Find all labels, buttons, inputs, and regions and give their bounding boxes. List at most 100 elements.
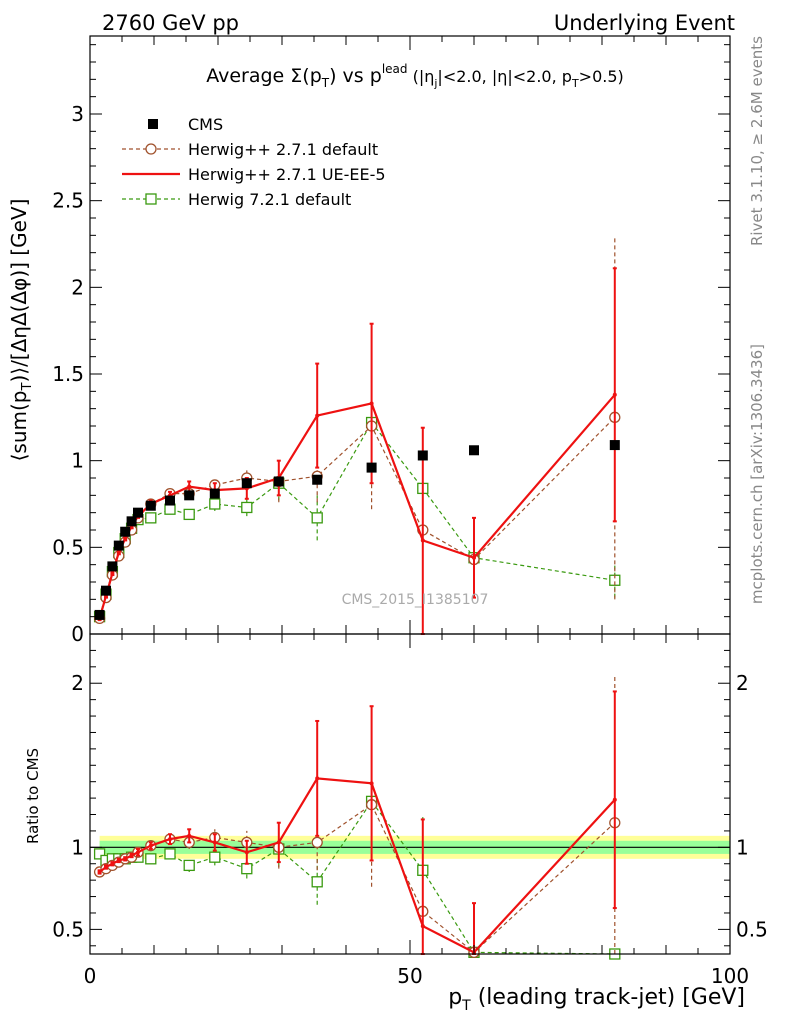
title-sub-j: j [433,77,437,90]
watermark: CMS_2015_I1385107 [342,592,489,608]
ratio-series-layer [93,675,621,960]
ratio-frame [89,633,731,955]
cms-point [94,609,105,620]
main-herwig-2-7-1-ue-ee-5-line [98,394,616,619]
ratio-herwig-2-7-1-ue-ee-5-point [129,853,134,858]
cms-point [120,526,131,537]
main-title: Average Σ(pT) vs plead (|ηj|<2.0, |η|<2.… [206,62,624,90]
main-frame [89,35,731,635]
cms-point [145,500,156,511]
ratio-ytick-label: 2 [71,671,84,695]
main-ytick-label: 2.5 [52,189,84,213]
mcplots-label: mcplots.cern.ch [arXiv:1306.3436] [748,344,766,604]
title-sup-lead: lead [382,62,408,76]
ratio-ytick-label: 1 [71,835,84,859]
main-herwig-7-2-1-default-point [145,512,157,524]
main-herwig-2-7-1-ue-ee-5-point [315,413,320,418]
xtick-label: 0 [84,964,97,988]
cms-point [165,495,175,506]
cms-point [107,561,118,572]
ratio-herwig-2-7-1-ue-ee-5-point [612,797,617,802]
cms-point [312,474,323,485]
legend-label: Herwig++ 2.7.1 default [188,140,378,159]
ratio-herwig-7-2-1-default-line [99,800,615,955]
cms-point [184,490,195,501]
ratio-herwig-2-7-1-ue-ee-5-point [187,833,192,838]
ratio-herwig-2-7-1-ue-ee-5-point [276,840,281,845]
ratio-herwig-2-7-1-default-line [99,803,616,954]
rivet-label: Rivet 3.1.10, ≥ 2.6M events [748,36,766,246]
legend-marker-circle [145,143,157,155]
cms-point [126,516,137,527]
main-herwig-2-7-1-ue-ee-5-point [123,536,128,541]
legend-marker-square [145,193,157,205]
ratio-herwig-2-7-1-default-point [311,836,323,849]
title-sub-t2: T [571,77,579,90]
title-rest2: |<2.0, |η|<2.0, p [437,67,572,86]
ratio-herwig-7-2-1-default-point [93,848,106,860]
xlabel-sub: T [461,998,471,1014]
xtick-label: 50 [397,964,422,988]
ratio-herwig-7-2-1-default-point [183,859,195,872]
ratio-herwig-2-7-1-ue-ee-5-point [420,924,425,929]
main-ytick-label: 0 [71,622,84,646]
ratio-herwig-7-2-1-default-point [145,853,157,865]
main-ylabel: ⟨sum(pT)⟩/[ΔηΔ(Δφ)] [GeV] [7,199,35,462]
main-series-layer [93,235,621,635]
main-herwig-2-7-1-ue-ee-5-point [420,538,425,543]
ylabel-a: ⟨sum(p [7,390,31,461]
main-herwig-2-7-1-ue-ee-5-point [187,484,192,489]
main-herwig-2-7-1-default-line [99,416,616,619]
legend-label: CMS [188,115,223,134]
cms-point [417,450,428,461]
xtick-label: 100 [711,964,749,988]
ratio-herwig-2-7-1-ue-ee-5-point [116,858,121,863]
ratio-herwig-7-2-1-default-point [241,863,253,875]
ratio-herwig-2-7-1-ue-ee-5-point [148,843,153,848]
ratio-herwig-2-7-1-ue-ee-5-line [98,777,616,954]
main-ytick-label: 0.5 [52,535,84,559]
ratio-herwig-2-7-1-ue-ee-5-point [97,869,102,874]
ratio-herwig-7-2-1-default-point [164,848,176,860]
main-herwig-7-2-1-default-point [164,503,176,515]
main-ytick-label: 1.5 [52,362,84,386]
main-ytick-label: 1 [71,449,84,473]
ratio-ytick-label-right: 2 [736,671,749,695]
xlabel: pT (leading track-jet) [GeV] [448,985,745,1014]
xlabel-a: p [448,985,462,1010]
cms-point [609,440,620,451]
cms-point [366,462,377,473]
ratio-plot-background [90,835,731,859]
title-sub-t: T [321,76,330,90]
legend-label: Herwig 7.2.1 default [188,190,351,209]
main-herwig-7-2-1-default-point [241,501,253,514]
main-herwig-2-7-1-ue-ee-5-point [472,555,476,560]
main-herwig-2-7-1-ue-ee-5-point [116,550,121,555]
ratio-ytick-label-right: 1 [736,835,749,859]
ratio-herwig-2-7-1-ue-ee-5-point [369,781,374,786]
title-rest1: (|η [408,67,435,86]
title-rest3: >0.5) [579,67,624,86]
ratio-herwig-2-7-1-ue-ee-5-point [315,776,320,781]
main-herwig-2-7-1-ue-ee-5-point [110,571,115,576]
ratio-ytick-label: 0.5 [52,917,84,941]
main-herwig-2-7-1-ue-ee-5-point [612,392,617,397]
cms-point [209,488,220,499]
legend-marker-cms [148,119,158,129]
xlabel-b: (leading track-jet) [GeV] [471,985,745,1010]
ratio-herwig-7-2-1-default-point [209,851,221,863]
ratio-herwig-7-2-1-default-point [311,876,323,888]
cms-point [241,478,252,489]
ratio-herwig-2-7-1-ue-ee-5-point [104,865,108,870]
ylabel-sub: T [20,382,35,391]
cms-point [469,445,479,456]
main-herwig-7-2-1-default-point [311,512,323,524]
legend-label: Herwig++ 2.7.1 UE-EE-5 [188,165,386,184]
ratio-herwig-2-7-1-ue-ee-5-point [136,850,140,855]
header-left: 2760 GeV pp [102,11,239,35]
header-right: Underlying Event [554,11,735,35]
main-herwig-2-7-1-ue-ee-5-point [369,401,374,406]
main-herwig-7-2-1-default-line [99,421,615,617]
ratio-herwig-2-7-1-ue-ee-5-point [168,837,172,842]
